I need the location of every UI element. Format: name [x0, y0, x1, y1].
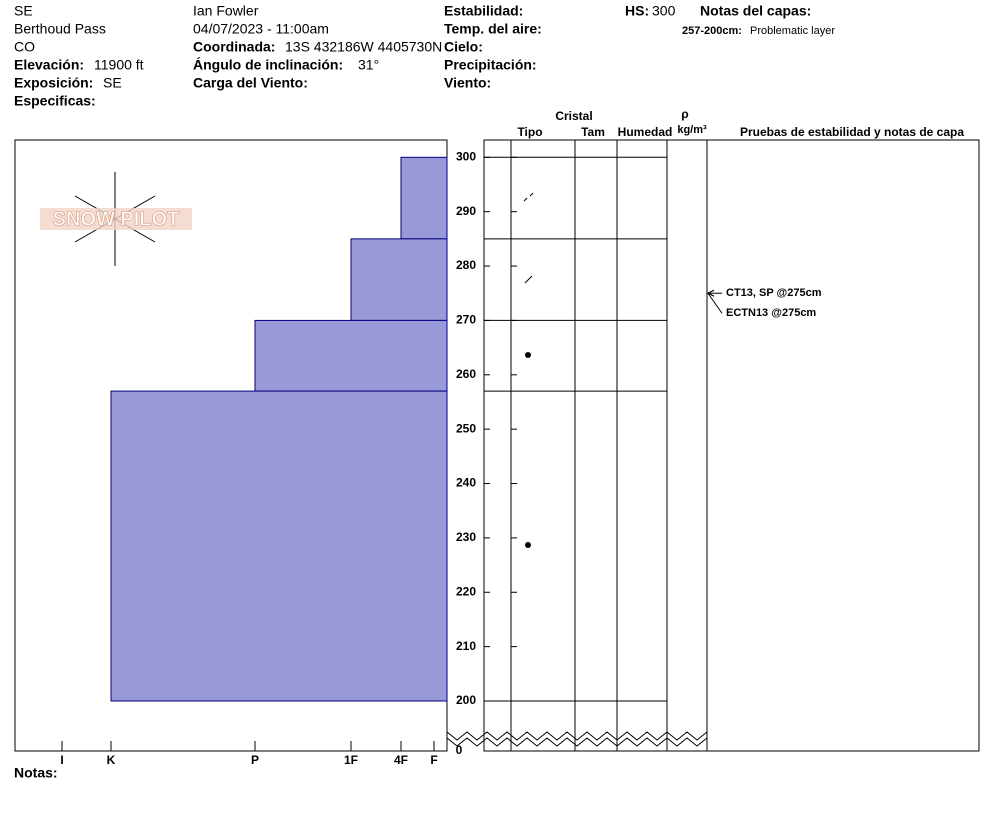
- slope-label: Ángulo de inclinación:: [193, 57, 343, 73]
- layer-notes-label: Notas del capas:: [700, 3, 811, 19]
- col-tests: Pruebas de estabilidad y notas de capa: [740, 125, 964, 139]
- hardness-layer: [350, 238, 448, 321]
- sky-label: Cielo:: [444, 39, 483, 55]
- layer-note: Problematic layer: [750, 25, 835, 37]
- col-moisture: Humedad: [618, 125, 673, 139]
- air-temp-label: Temp. del aire:: [444, 21, 542, 37]
- test-arrow: [707, 292, 723, 314]
- y-tick-label: 240: [456, 476, 476, 490]
- test-arrowhead: [706, 289, 715, 297]
- x-tick-label: I: [60, 753, 63, 767]
- y-tick-label: 220: [456, 584, 476, 598]
- col-type: Tipo: [517, 125, 542, 139]
- observer: Ian Fowler: [193, 3, 259, 19]
- exposure-label: Exposición:: [14, 75, 93, 91]
- wind-load-label: Carga del Viento:: [193, 75, 308, 91]
- specifics-label: Especificas:: [14, 93, 96, 109]
- location: Berthoud Pass: [14, 21, 106, 37]
- y-tick-label: 260: [456, 367, 476, 381]
- test-label: CT13, SP @275cm: [726, 287, 822, 299]
- notes-label: Notas:: [14, 765, 58, 781]
- coord-label: Coordinada:: [193, 39, 275, 55]
- col-crystal: Cristal: [555, 109, 592, 123]
- axis-break: [446, 731, 708, 741]
- x-tick-label: 1F: [344, 753, 358, 767]
- grain-symbols: [523, 192, 534, 548]
- y-tick-label: 0: [456, 743, 463, 757]
- x-tick-label: 4F: [394, 753, 408, 767]
- col-size: Tam: [581, 125, 605, 139]
- aspect: SE: [14, 3, 33, 19]
- hs: 300: [652, 3, 676, 19]
- hardness-layer: [400, 156, 448, 240]
- logo-band: [40, 208, 192, 230]
- logo-text: SNOW PILOT: [53, 208, 180, 230]
- y-tick-label: 290: [456, 204, 476, 218]
- precip-label: Precipitación:: [444, 57, 537, 73]
- y-tick-label: 300: [456, 149, 476, 163]
- hardness-layer: [110, 390, 448, 702]
- y-tick-label: 200: [456, 693, 476, 707]
- y-tick-label: 280: [456, 258, 476, 272]
- coord: 13S 432186W 4405730N: [285, 39, 442, 55]
- x-tick-label: P: [251, 753, 259, 767]
- datetime: 04/07/2023 - 11:00am: [193, 21, 329, 37]
- slope: 31°: [358, 57, 379, 73]
- y-tick-label: 210: [456, 639, 476, 653]
- y-tick-label: 250: [456, 421, 476, 435]
- y-tick-label: 230: [456, 530, 476, 544]
- x-tick-label: F: [430, 753, 437, 767]
- col-rho: ρ: [681, 107, 688, 121]
- axis-break: [446, 737, 708, 747]
- stability-label: Estabilidad:: [444, 3, 523, 19]
- x-tick-label: K: [107, 753, 116, 767]
- test-label: ECTN13 @275cm: [726, 307, 816, 319]
- columns-frame: [483, 139, 980, 752]
- hs-label: HS:: [625, 3, 649, 19]
- state: CO: [14, 39, 35, 55]
- exposure: SE: [103, 75, 122, 91]
- col-density-unit: kg/m³: [677, 124, 707, 136]
- hardness-layer: [254, 319, 448, 392]
- y-tick-label: 270: [456, 313, 476, 327]
- elevation: 11900 ft: [94, 57, 144, 73]
- elevation-label: Elevación:: [14, 57, 84, 73]
- layer-note-range: 257-200cm:: [682, 25, 742, 37]
- wind-label: Viento:: [444, 75, 491, 91]
